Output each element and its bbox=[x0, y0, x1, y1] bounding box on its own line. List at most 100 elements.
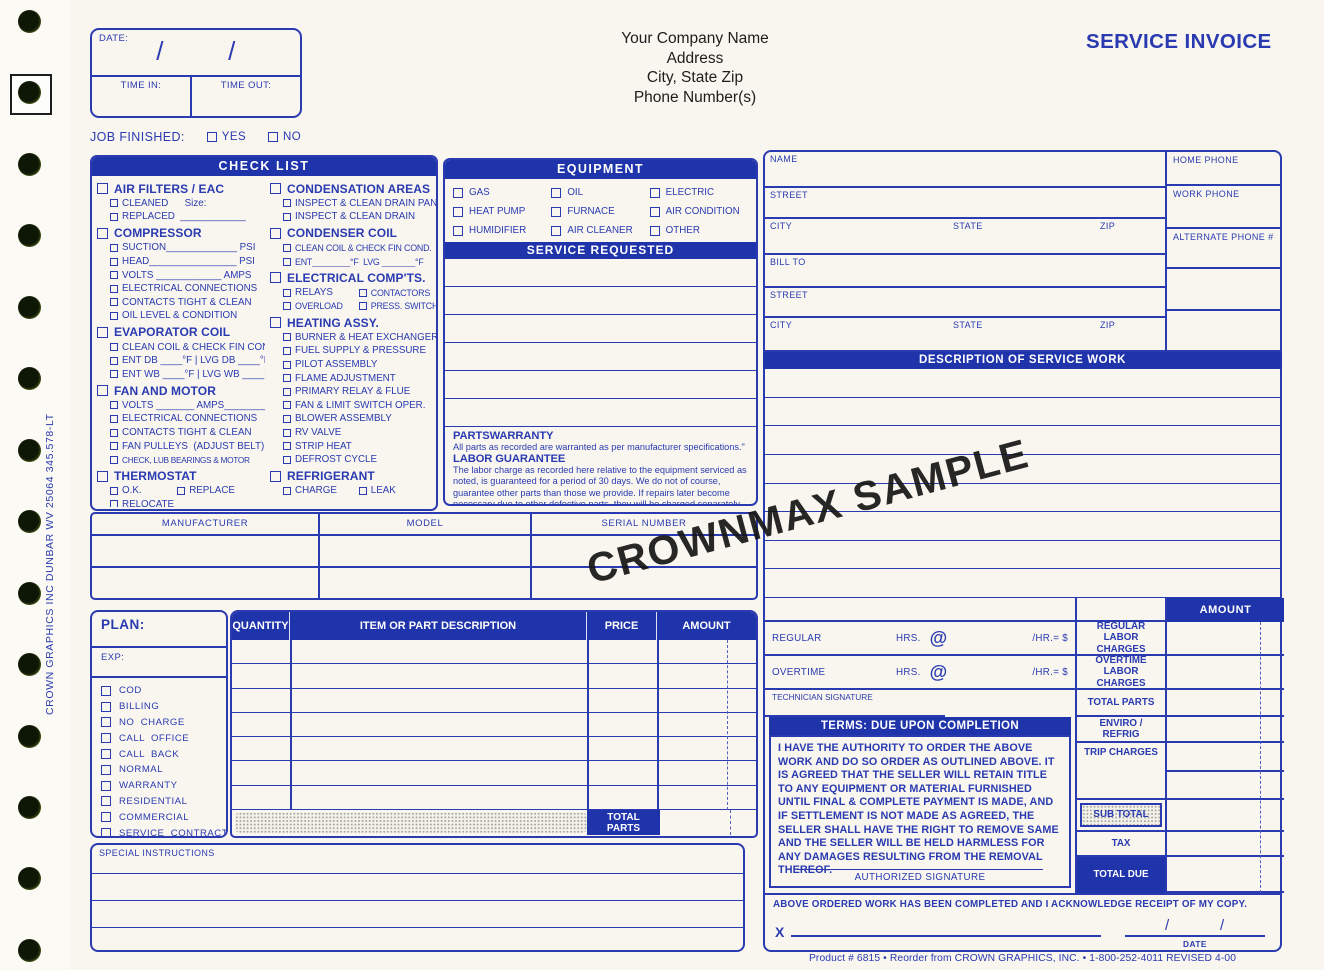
checkbox[interactable] bbox=[270, 183, 281, 194]
service-work-line[interactable] bbox=[765, 398, 1280, 427]
checklist-item[interactable]: OIL LEVEL & CONDITION bbox=[97, 309, 265, 323]
checkbox[interactable] bbox=[101, 796, 111, 807]
date-field[interactable]: DATE: / / bbox=[92, 30, 300, 77]
bill-street-field[interactable]: STREET bbox=[765, 288, 1165, 318]
service-work-line[interactable] bbox=[765, 569, 1280, 598]
checklist-item[interactable]: BURNER & HEAT EXCHANGER bbox=[270, 331, 436, 345]
checklist-item[interactable]: FUEL SUPPLY & PRESSURE bbox=[270, 344, 436, 358]
service-requested-line[interactable] bbox=[445, 259, 756, 287]
manufacturer-field[interactable] bbox=[92, 536, 320, 566]
overtime-labor-row[interactable]: OVERTIME HRS. @ /HR.= $ bbox=[765, 656, 1075, 690]
checkbox[interactable] bbox=[110, 370, 118, 379]
checkbox[interactable] bbox=[97, 183, 108, 194]
service-work-line[interactable] bbox=[765, 512, 1280, 541]
checkbox[interactable] bbox=[110, 298, 118, 307]
alternate-phone-field[interactable]: ALTERNATE PHONE # bbox=[1167, 229, 1280, 269]
checklist-item[interactable]: RELAYS bbox=[270, 286, 346, 300]
checkbox[interactable] bbox=[110, 486, 118, 495]
checkbox[interactable] bbox=[283, 414, 291, 423]
checkbox[interactable] bbox=[270, 317, 281, 329]
checkbox[interactable] bbox=[270, 227, 281, 239]
special-instructions-line[interactable] bbox=[92, 900, 743, 927]
technician-signature-field[interactable]: TECHNICIAN SIGNATURE bbox=[765, 690, 945, 717]
home-phone-field[interactable]: HOME PHONE bbox=[1167, 152, 1280, 186]
checklist-item[interactable]: BLOWER ASSEMBLY bbox=[270, 412, 436, 426]
checkbox[interactable] bbox=[283, 428, 291, 437]
checkbox[interactable] bbox=[358, 486, 367, 495]
checklist-item[interactable]: DEFROST CYCLE bbox=[270, 453, 436, 467]
service-work-line[interactable] bbox=[765, 455, 1280, 484]
service-work-line[interactable] bbox=[765, 369, 1280, 398]
parts-row[interactable] bbox=[232, 713, 756, 738]
checkbox[interactable] bbox=[551, 225, 562, 236]
special-instructions-line[interactable] bbox=[92, 873, 743, 900]
checkbox[interactable] bbox=[110, 284, 118, 293]
date-line[interactable] bbox=[1125, 935, 1265, 937]
street-field[interactable]: STREET bbox=[765, 188, 1165, 219]
equipment-option[interactable]: HUMIDIFIER bbox=[453, 221, 551, 240]
checklist-item[interactable]: SUCTION_____________ PSI bbox=[97, 241, 265, 255]
checkbox[interactable] bbox=[110, 414, 118, 423]
checklist-item[interactable]: CLEAN COIL & CHECK FIN COND. bbox=[270, 241, 436, 255]
equipment-option[interactable]: ELECTRIC bbox=[649, 183, 748, 202]
checklist-item[interactable]: ENT WB ____°F | LVG WB ____°F bbox=[97, 367, 265, 381]
checkbox[interactable] bbox=[283, 243, 291, 252]
checklist-item[interactable]: CONTACTS TIGHT & CLEAN bbox=[97, 296, 265, 310]
checkbox[interactable] bbox=[101, 717, 111, 728]
total-parts-amount-field[interactable] bbox=[1167, 690, 1284, 717]
checkbox[interactable] bbox=[358, 288, 367, 297]
checkbox[interactable] bbox=[110, 455, 118, 464]
parts-row[interactable] bbox=[232, 786, 756, 811]
bill-to-field[interactable]: BILL TO bbox=[765, 255, 1165, 288]
checklist-item[interactable]: ELECTRICAL CONNECTIONS bbox=[97, 282, 265, 296]
checklist-item[interactable]: INSPECT & CLEAN DRAIN PAN bbox=[270, 197, 436, 211]
checklist-item[interactable]: CHECK, LUB BEARINGS & MOTOR bbox=[97, 453, 265, 467]
sub-total-amount-field[interactable] bbox=[1167, 800, 1284, 832]
regular-labor-amount-field[interactable] bbox=[1167, 622, 1284, 656]
name-field[interactable]: NAME bbox=[765, 152, 1165, 188]
checkbox[interactable] bbox=[283, 442, 291, 451]
equipment-option[interactable]: GAS bbox=[453, 183, 551, 202]
checkbox[interactable] bbox=[101, 733, 111, 744]
checklist-item[interactable]: PRIMARY RELAY & FLUE bbox=[270, 385, 436, 399]
total-due-amount-field[interactable] bbox=[1167, 857, 1284, 893]
city-state-zip-field[interactable]: CITY STATE ZIP bbox=[765, 219, 1165, 255]
parts-row[interactable] bbox=[232, 737, 756, 762]
checklist-item[interactable]: RELOCATE bbox=[97, 498, 265, 507]
equipment-option[interactable]: HEAT PUMP bbox=[453, 202, 551, 221]
checklist-item[interactable]: INSPECT & CLEAN DRAIN bbox=[270, 210, 436, 224]
plan-option[interactable]: NO CHARGE bbox=[101, 715, 217, 731]
checkbox[interactable] bbox=[283, 360, 291, 369]
checklist-item[interactable]: RV VALVE bbox=[270, 426, 436, 440]
trip-charges-amount-field[interactable] bbox=[1167, 743, 1284, 772]
checkbox[interactable] bbox=[101, 749, 111, 760]
checklist-item[interactable]: ENT________°F LVG _______°F bbox=[270, 255, 436, 269]
checklist-item[interactable]: CONTACTORS bbox=[346, 286, 436, 300]
service-work-line[interactable] bbox=[765, 484, 1280, 513]
checkbox[interactable] bbox=[453, 225, 463, 236]
equipment-option[interactable]: AIR CONDITION bbox=[649, 202, 748, 221]
checkbox[interactable] bbox=[206, 132, 217, 142]
checkbox[interactable] bbox=[270, 470, 281, 482]
checklist-item[interactable]: REPLACED ____________ bbox=[97, 210, 265, 224]
service-work-line[interactable] bbox=[765, 426, 1280, 455]
checklist-item[interactable]: ELECTRICAL CONNECTIONS bbox=[97, 412, 265, 426]
equipment-option[interactable]: FURNACE bbox=[551, 202, 649, 221]
checkbox[interactable] bbox=[110, 442, 118, 451]
time-in-field[interactable]: TIME IN: bbox=[92, 77, 192, 118]
phone-extra-field[interactable] bbox=[1167, 269, 1280, 311]
checkbox[interactable] bbox=[358, 302, 367, 311]
checkbox[interactable] bbox=[110, 199, 118, 208]
job-finished-no[interactable]: NO bbox=[268, 131, 301, 143]
tax-amount-field[interactable] bbox=[1167, 832, 1284, 857]
checklist-item[interactable]: FLAME ADJUSTMENT bbox=[270, 371, 436, 385]
checkbox[interactable] bbox=[110, 401, 118, 410]
manufacturer-field[interactable] bbox=[92, 568, 320, 598]
plan-option[interactable]: COD bbox=[101, 683, 217, 699]
checkbox[interactable] bbox=[283, 374, 291, 383]
checkbox[interactable] bbox=[649, 225, 660, 236]
service-work-line[interactable] bbox=[765, 541, 1280, 570]
checkbox[interactable] bbox=[453, 206, 463, 217]
checkbox[interactable] bbox=[110, 343, 118, 352]
enviro-refrig-amount-field[interactable] bbox=[1167, 717, 1284, 743]
